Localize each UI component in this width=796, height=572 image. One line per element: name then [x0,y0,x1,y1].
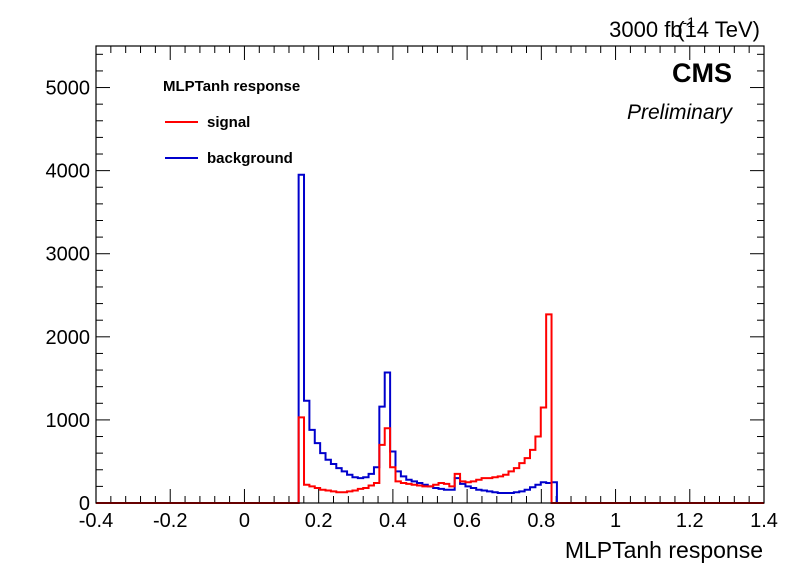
x-tick-label: -0.2 [153,510,187,532]
axis-ticks [95,46,765,504]
histogram-signal [96,313,764,504]
tick-labels: -0.4 -0.2 0 0.2 0.4 0.6 0.8 1 1.2 1.4 0 1000 2000 300… [46,78,778,532]
x-axis-title: MLPTanh response [565,537,763,563]
x-tick-label: 0 [239,510,250,532]
energy-label: (14 TeV) [677,17,760,42]
y-tick-label: 4000 [46,161,91,183]
y-tick-label: 3000 [46,244,91,266]
legend-title: MLPTanh response [163,78,300,95]
x-tick-label: 0.2 [305,510,333,532]
x-tick-label: 0.6 [453,510,481,532]
x-tick-label: -0.4 [79,510,113,532]
plot-frame [95,45,765,504]
x-tick-label: 1.2 [676,510,704,532]
legend: MLPTanh response signal background [163,78,300,167]
x-tick-label: 1 [610,510,621,532]
legend-label-background: background [207,150,293,167]
y-tick-label: 1000 [46,410,91,432]
x-tick-label: 1.4 [750,510,778,532]
histogram-background [96,173,764,504]
status-label: Preliminary [627,101,734,124]
luminosity-label: 3000 fb-1 [609,14,695,42]
y-tick-label: 5000 [46,78,91,100]
x-tick-label: 0.8 [527,510,555,532]
y-tick-label: 0 [79,493,90,515]
y-tick-label: 2000 [46,327,91,349]
histogram-series [96,173,764,504]
legend-label-signal: signal [207,114,250,131]
experiment-label: CMS [672,58,732,88]
x-tick-label: 0.4 [379,510,407,532]
